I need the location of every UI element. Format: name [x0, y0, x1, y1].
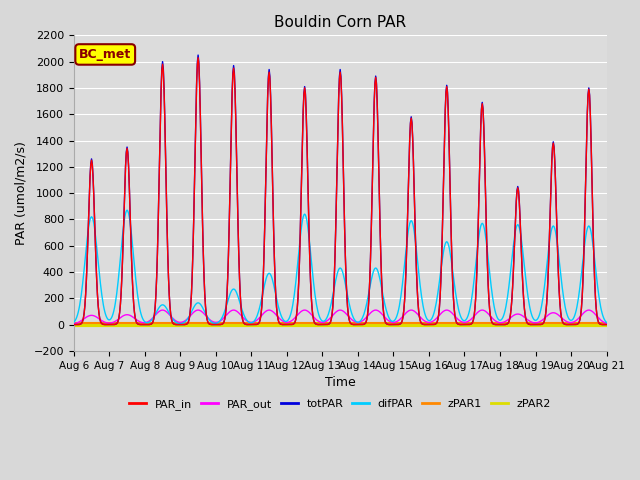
Text: BC_met: BC_met: [79, 48, 131, 61]
X-axis label: Time: Time: [324, 376, 356, 389]
Y-axis label: PAR (umol/m2/s): PAR (umol/m2/s): [15, 141, 28, 245]
Title: Bouldin Corn PAR: Bouldin Corn PAR: [274, 15, 406, 30]
Legend: PAR_in, PAR_out, totPAR, difPAR, zPAR1, zPAR2: PAR_in, PAR_out, totPAR, difPAR, zPAR1, …: [125, 395, 556, 415]
